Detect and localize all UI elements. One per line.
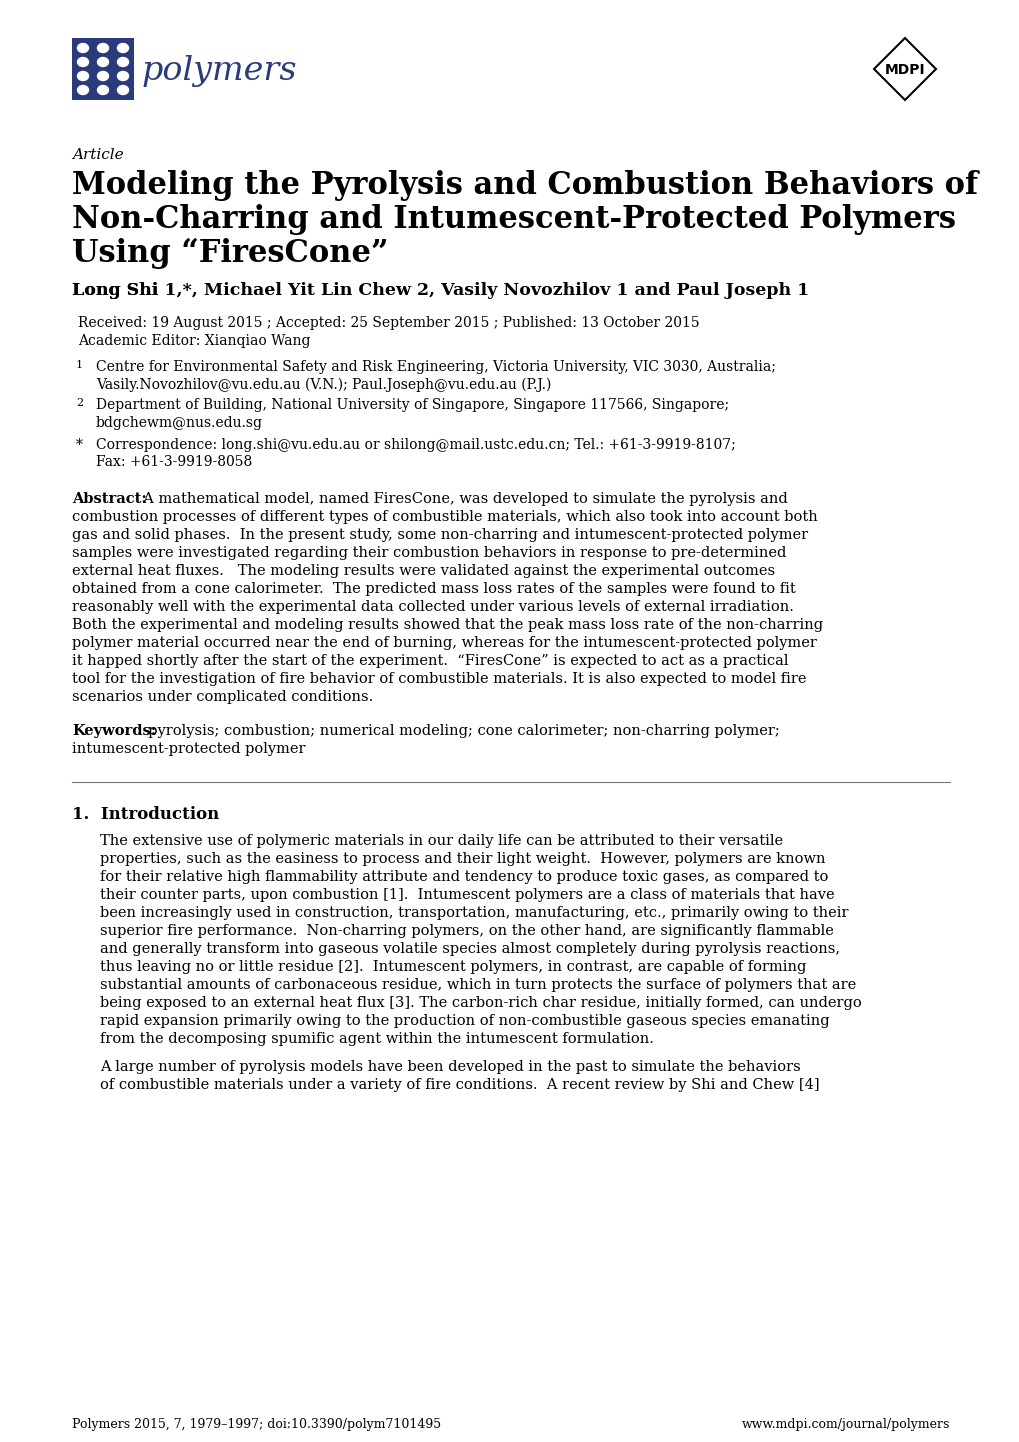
- Ellipse shape: [98, 85, 108, 95]
- Text: www.mdpi.com/journal/polymers: www.mdpi.com/journal/polymers: [741, 1417, 949, 1430]
- Text: polymers: polymers: [142, 55, 298, 87]
- Text: Department of Building, National University of Singapore, Singapore 117566, Sing: Department of Building, National Univers…: [96, 398, 729, 412]
- Text: Polymers 2015, 7, 1979–1997; doi:10.3390/polym7101495: Polymers 2015, 7, 1979–1997; doi:10.3390…: [72, 1417, 440, 1430]
- Text: polymer material occurred near the end of burning, whereas for the intumescent-p: polymer material occurred near the end o…: [72, 636, 816, 650]
- Text: properties, such as the easiness to process and their light weight.  However, po: properties, such as the easiness to proc…: [100, 852, 824, 867]
- Ellipse shape: [77, 72, 89, 81]
- Text: their counter parts, upon combustion [1].  Intumescent polymers are a class of m: their counter parts, upon combustion [1]…: [100, 888, 834, 903]
- Ellipse shape: [77, 43, 89, 52]
- Text: tool for the investigation of fire behavior of combustible materials. It is also: tool for the investigation of fire behav…: [72, 672, 806, 686]
- Ellipse shape: [117, 43, 128, 52]
- Ellipse shape: [98, 58, 108, 66]
- Ellipse shape: [77, 85, 89, 95]
- Text: rapid expansion primarily owing to the production of non-combustible gaseous spe: rapid expansion primarily owing to the p…: [100, 1014, 828, 1028]
- Text: Correspondence: long.shi@vu.edu.au or shilong@mail.ustc.edu.cn; Tel.: +61-3-9919: Correspondence: long.shi@vu.edu.au or sh…: [96, 438, 735, 451]
- Text: samples were investigated regarding their combustion behaviors in response to pr: samples were investigated regarding thei…: [72, 547, 786, 559]
- Text: 2: 2: [76, 398, 83, 408]
- Text: for their relative high flammability attribute and tendency to produce toxic gas: for their relative high flammability att…: [100, 870, 827, 884]
- Text: it happed shortly after the start of the experiment.  “FiresCone” is expected to: it happed shortly after the start of the…: [72, 655, 788, 668]
- Text: obtained from a cone calorimeter.  The predicted mass loss rates of the samples : obtained from a cone calorimeter. The pr…: [72, 583, 795, 596]
- Text: gas and solid phases.  In the present study, some non-charring and intumescent-p: gas and solid phases. In the present stu…: [72, 528, 807, 542]
- Text: pyrolysis; combustion; numerical modeling; cone calorimeter; non-charring polyme: pyrolysis; combustion; numerical modelin…: [139, 724, 779, 738]
- Text: A mathematical model, named FiresCone, was developed to simulate the pyrolysis a: A mathematical model, named FiresCone, w…: [133, 492, 787, 506]
- Text: The extensive use of polymeric materials in our daily life can be attributed to : The extensive use of polymeric materials…: [100, 833, 783, 848]
- Text: reasonably well with the experimental data collected under various levels of ext: reasonably well with the experimental da…: [72, 600, 793, 614]
- Text: Both the experimental and modeling results showed that the peak mass loss rate o: Both the experimental and modeling resul…: [72, 619, 822, 632]
- Text: superior fire performance.  Non-charring polymers, on the other hand, are signif: superior fire performance. Non-charring …: [100, 924, 834, 937]
- Text: scenarios under complicated conditions.: scenarios under complicated conditions.: [72, 691, 373, 704]
- Text: been increasingly used in construction, transportation, manufacturing, etc., pri: been increasingly used in construction, …: [100, 906, 848, 920]
- Ellipse shape: [98, 43, 108, 52]
- Ellipse shape: [117, 58, 128, 66]
- Text: external heat fluxes.   The modeling results were validated against the experime: external heat fluxes. The modeling resul…: [72, 564, 774, 578]
- Text: Received: 19 August 2015 ; Accepted: 25 September 2015 ; Published: 13 October 2: Received: 19 August 2015 ; Accepted: 25 …: [77, 316, 699, 330]
- Text: being exposed to an external heat flux [3]. The carbon-rich char residue, initia: being exposed to an external heat flux […: [100, 996, 861, 1009]
- Text: Vasily.Novozhilov@vu.edu.au (V.N.); Paul.Joseph@vu.edu.au (P.J.): Vasily.Novozhilov@vu.edu.au (V.N.); Paul…: [96, 378, 551, 392]
- Text: of combustible materials under a variety of fire conditions.  A recent review by: of combustible materials under a variety…: [100, 1079, 819, 1092]
- Text: Article: Article: [72, 149, 123, 162]
- Text: MDPI: MDPI: [883, 63, 924, 76]
- Text: Long Shi: Long Shi: [72, 283, 164, 298]
- Text: Using “FiresCone”: Using “FiresCone”: [72, 238, 388, 270]
- Text: Modeling the Pyrolysis and Combustion Behaviors of: Modeling the Pyrolysis and Combustion Be…: [72, 170, 977, 200]
- Text: thus leaving no or little residue [2].  Intumescent polymers, in contrast, are c: thus leaving no or little residue [2]. I…: [100, 960, 806, 973]
- Text: bdgchewm@nus.edu.sg: bdgchewm@nus.edu.sg: [96, 415, 263, 430]
- Text: Keywords:: Keywords:: [72, 724, 156, 738]
- Text: combustion processes of different types of combustible materials, which also too: combustion processes of different types …: [72, 510, 817, 523]
- Ellipse shape: [117, 85, 128, 95]
- Text: A large number of pyrolysis models have been developed in the past to simulate t: A large number of pyrolysis models have …: [100, 1060, 800, 1074]
- Text: from the decomposing spumific agent within the intumescent formulation.: from the decomposing spumific agent with…: [100, 1032, 653, 1045]
- Text: intumescent-protected polymer: intumescent-protected polymer: [72, 743, 306, 756]
- Bar: [72, 37, 133, 99]
- Text: and generally transform into gaseous volatile species almost completely during p: and generally transform into gaseous vol…: [100, 942, 840, 956]
- Ellipse shape: [117, 72, 128, 81]
- Text: *: *: [76, 438, 83, 451]
- Text: Fax: +61-3-9919-8058: Fax: +61-3-9919-8058: [96, 456, 252, 470]
- Ellipse shape: [77, 58, 89, 66]
- Text: substantial amounts of carbonaceous residue, which in turn protects the surface : substantial amounts of carbonaceous resi…: [100, 978, 855, 992]
- Text: 1: 1: [76, 360, 83, 371]
- Text: Academic Editor: Xianqiao Wang: Academic Editor: Xianqiao Wang: [77, 333, 310, 348]
- Ellipse shape: [98, 72, 108, 81]
- Text: 1.  Introduction: 1. Introduction: [72, 806, 219, 823]
- Text: Non-Charring and Intumescent-Protected Polymers: Non-Charring and Intumescent-Protected P…: [72, 203, 955, 235]
- Text: Abstract:: Abstract:: [72, 492, 147, 506]
- Text: Centre for Environmental Safety and Risk Engineering, Victoria University, VIC 3: Centre for Environmental Safety and Risk…: [96, 360, 775, 373]
- Text: Long Shi 1,*, Michael Yit Lin Chew 2, Vasily Novozhilov 1 and Paul Joseph 1: Long Shi 1,*, Michael Yit Lin Chew 2, Va…: [72, 283, 808, 298]
